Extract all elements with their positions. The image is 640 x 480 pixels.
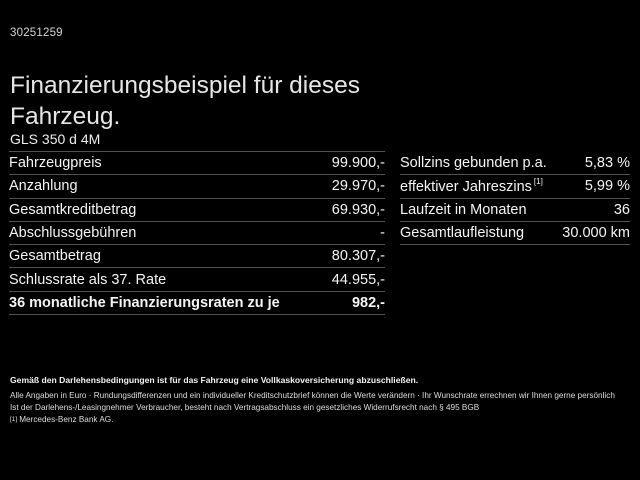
row-value: 29.970,-: [331, 178, 385, 195]
row-value: 44.955,-: [331, 271, 385, 288]
row-label: Laufzeit in Monaten: [400, 201, 527, 218]
table-row: Fahrzeugpreis 99.900,-: [9, 152, 385, 176]
table-row: Sollzins gebunden p.a. 5,83 %: [400, 152, 630, 176]
footnote-legal: Ist der Darlehens-/Leasingnehmer Verbrau…: [10, 402, 480, 412]
row-label: effektiver Jahreszins [1]: [400, 177, 543, 195]
row-label: Anzahlung: [9, 178, 78, 195]
table-row: Laufzeit in Monaten 36: [400, 199, 630, 222]
row-label: Gesamtlaufleistung: [400, 225, 525, 242]
table-row: Schlussrate als 37. Rate 44.955,-: [9, 268, 385, 292]
footnote-marker: [1]: [533, 177, 543, 187]
row-value: 69.930,-: [331, 201, 385, 218]
row-label: 36 monatliche Finanzierungsraten zu je: [9, 294, 280, 311]
row-label: Schlussrate als 37. Rate: [9, 271, 167, 288]
table-row: Gesamtbetrag 80.307,-: [9, 245, 385, 269]
footnotes: Gemäß den Darlehensbedingungen ist für d…: [10, 375, 630, 426]
row-label: Abschlussgebühren: [9, 225, 137, 242]
row-value: 5,83 %: [584, 155, 630, 172]
row-value: 36: [613, 201, 630, 218]
table-row: Abschlussgebühren -: [9, 222, 385, 246]
row-value: -: [380, 225, 385, 242]
row-value: 982,-: [351, 294, 385, 311]
conditions-table: Sollzins gebunden p.a. 5,83 % effektiver…: [400, 152, 630, 246]
finance-table: Fahrzeugpreis 99.900,- Anzahlung 29.970,…: [9, 151, 385, 316]
vehicle-model-label: GLS 350 d 4M: [10, 131, 101, 147]
row-value: 5,99 %: [584, 178, 630, 195]
footnote-insurance: Gemäß den Darlehensbedingungen ist für d…: [10, 375, 419, 385]
table-row: Gesamtkreditbetrag 69.930,-: [9, 199, 385, 222]
row-label-text: effektiver Jahreszins: [400, 178, 532, 195]
table-row: Anzahlung 29.970,-: [9, 175, 385, 199]
page-title: Finanzierungsbeispiel für dieses Fahrzeu…: [10, 72, 360, 131]
row-label: Gesamtkreditbetrag: [9, 201, 137, 218]
footnote-bank: [1] Mercedes-Benz Bank AG.: [10, 414, 630, 426]
row-label: Sollzins gebunden p.a.: [400, 155, 547, 172]
document-number: 30251259: [10, 27, 63, 39]
row-value: 99.900,-: [331, 155, 385, 172]
footnote-bank-text: Mercedes-Benz Bank AG.: [19, 415, 114, 425]
table-row: effektiver Jahreszins [1] 5,99 %: [400, 175, 630, 199]
row-value: 80.307,-: [331, 248, 385, 265]
footnote-disclaimer: Alle Angaben in Euro · Rundungsdifferenz…: [10, 390, 615, 400]
row-label: Fahrzeugpreis: [9, 155, 102, 172]
row-label: Gesamtbetrag: [9, 248, 101, 265]
table-row: Gesamtlaufleistung 30.000 km: [400, 222, 630, 246]
row-value: 30.000 km: [562, 225, 630, 242]
footnote-marker: [1]: [10, 416, 18, 424]
table-row-monthly-rate: 36 monatliche Finanzierungsraten zu je 9…: [9, 292, 385, 316]
